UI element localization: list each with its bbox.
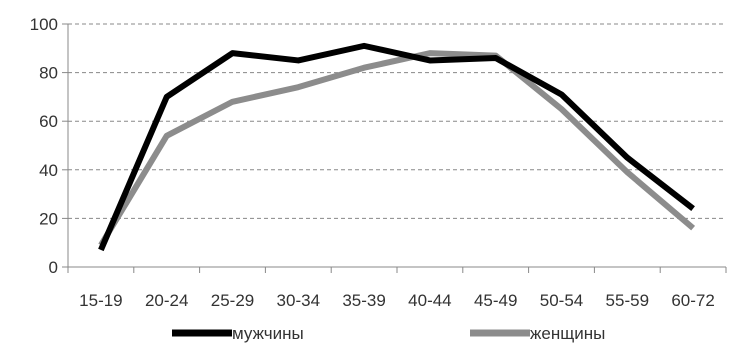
legend: мужчины женщины [172, 324, 605, 343]
legend-item-men: мужчины [172, 324, 304, 343]
y-tick-label: 80 [39, 64, 58, 83]
legend-item-women: женщины [470, 324, 605, 343]
x-tick-label: 40-44 [408, 291, 451, 310]
y-tick-label: 60 [39, 112, 58, 131]
x-tick-label: 15-19 [79, 291, 122, 310]
x-tick-label: 55-59 [606, 291, 649, 310]
axes: 0 20 40 60 80 100 15-19 20-24 25-29 30-34 35-39 40-… [30, 15, 726, 310]
series-lines [101, 46, 693, 250]
y-tick-label: 100 [30, 15, 58, 34]
x-tick-label: 35-39 [342, 291, 385, 310]
y-tick-label: 40 [39, 161, 58, 180]
x-tick-label: 45-49 [474, 291, 517, 310]
y-tick-label: 20 [39, 209, 58, 228]
x-tick-label: 30-34 [277, 291, 320, 310]
legend-label: женщины [530, 324, 605, 343]
x-tick-label: 25-29 [211, 291, 254, 310]
legend-label: мужчины [232, 324, 304, 343]
y-tick-label: 0 [49, 258, 58, 277]
x-tick-label: 50-54 [540, 291, 583, 310]
x-tick-label: 20-24 [145, 291, 188, 310]
x-tick-label: 60-72 [671, 291, 714, 310]
